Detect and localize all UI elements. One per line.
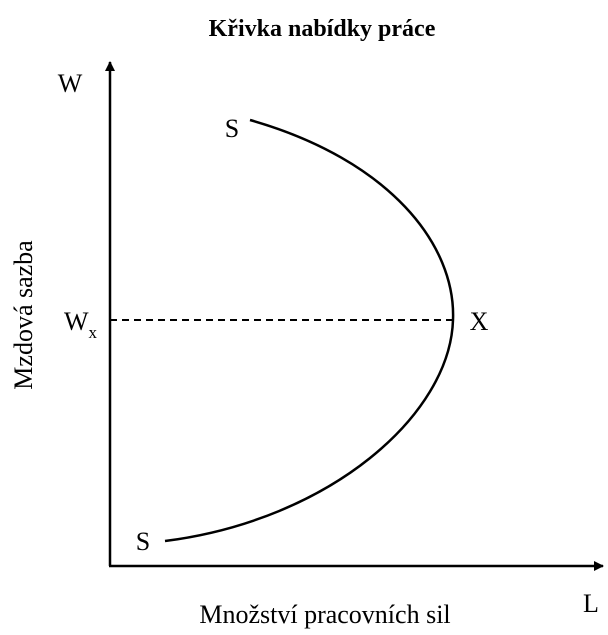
y-axis-symbol: W bbox=[58, 69, 83, 98]
reference-wage-sub: x bbox=[89, 323, 98, 342]
x-axis-symbol: L bbox=[583, 589, 599, 618]
reference-wage-label: Wx bbox=[64, 307, 98, 342]
title: Křivka nabídky práce bbox=[209, 16, 436, 42]
x-axis-label: Množství pracovních sil bbox=[199, 600, 450, 629]
curve-top-label: S bbox=[225, 114, 239, 143]
turning-point-label: X bbox=[470, 307, 489, 336]
y-axis-label: Mzdová sazba bbox=[9, 240, 38, 390]
reference-wage-main: W bbox=[64, 307, 89, 336]
supply-curve bbox=[164, 118, 455, 543]
curve-bottom-label: S bbox=[136, 527, 150, 556]
